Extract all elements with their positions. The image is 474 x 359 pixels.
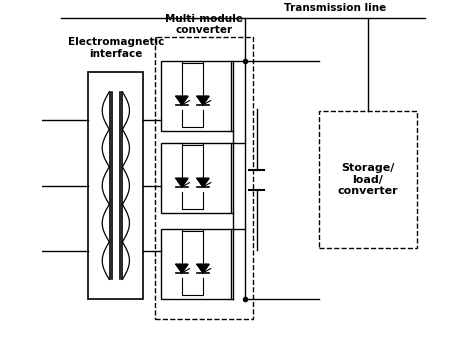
Bar [161, 229, 231, 299]
Bar [161, 61, 231, 131]
Text: Multi-module
converter: Multi-module converter [165, 14, 243, 35]
Text: Storage/
load/
converter: Storage/ load/ converter [337, 163, 398, 196]
Polygon shape [197, 96, 209, 105]
Bar [155, 37, 253, 318]
Polygon shape [197, 178, 209, 187]
Polygon shape [176, 178, 188, 187]
Text: Transmission line: Transmission line [283, 3, 386, 13]
Bar [319, 111, 417, 248]
Text: Electromagnetic
interface: Electromagnetic interface [68, 37, 164, 59]
Bar [161, 143, 231, 213]
Bar [89, 72, 143, 299]
Polygon shape [176, 96, 188, 105]
Polygon shape [176, 264, 188, 273]
Polygon shape [197, 264, 209, 273]
